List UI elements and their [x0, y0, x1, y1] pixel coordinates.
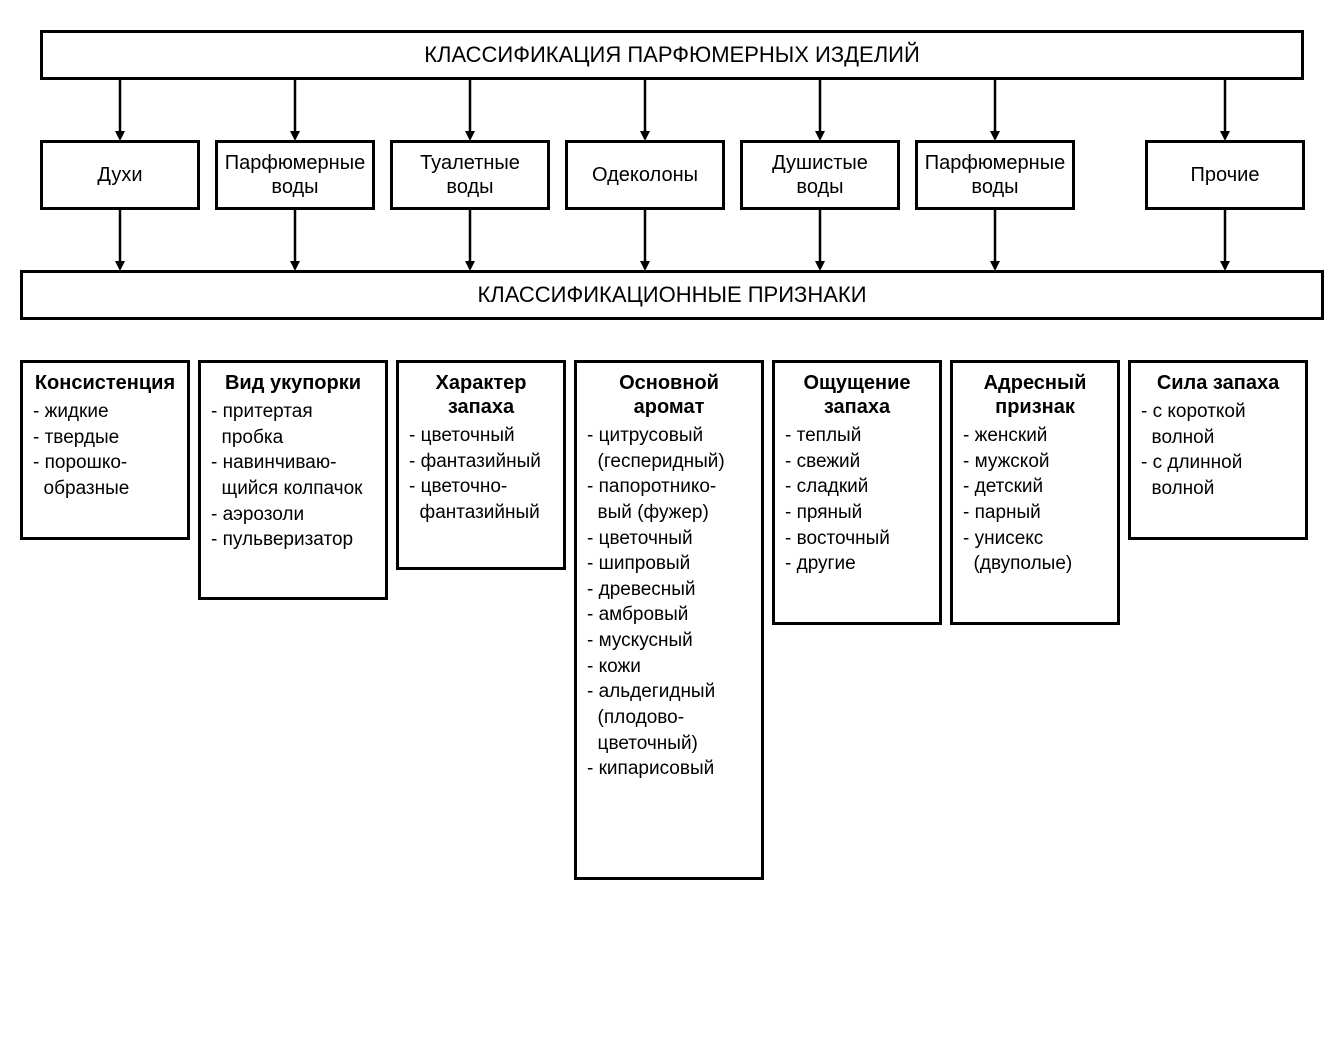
category-box-1: Духи	[40, 140, 200, 210]
attr-item: цветочный)	[587, 731, 698, 757]
attr-box-main-aroma: Основной аромат - цитрусовый (гесперидны…	[574, 360, 764, 880]
attr-item: - восточный	[785, 526, 890, 552]
category-box-4: Одеколоны	[565, 140, 725, 210]
attr-item: - кожи	[587, 654, 641, 680]
attr-item: - цветочно-	[409, 474, 507, 500]
main-title-box: КЛАССИФИКАЦИЯ ПАРФЮМЕРНЫХ ИЗДЕЛИЙ	[40, 30, 1304, 80]
category-label: Парфюмерные воды	[924, 151, 1066, 199]
attr-item: волной	[1141, 425, 1214, 451]
main-title-label: КЛАССИФИКАЦИЯ ПАРФЮМЕРНЫХ ИЗДЕЛИЙ	[424, 42, 920, 68]
attr-item: - фантазийный	[409, 449, 541, 475]
attr-item: - пульверизатор	[211, 527, 353, 553]
attr-item: - цитрусовый	[587, 423, 703, 449]
attr-item: (двуполые)	[963, 551, 1072, 577]
attr-box-target: Адресный признак - женский - мужской - д…	[950, 360, 1120, 625]
attr-item: - аэрозоли	[211, 502, 304, 528]
attr-item: образные	[33, 476, 129, 502]
category-box-3: Туалетные воды	[390, 140, 550, 210]
attr-item: фантазийный	[409, 500, 540, 526]
category-label: Туалетные воды	[399, 151, 541, 199]
category-label: Прочие	[1191, 163, 1260, 187]
attr-item: - твердые	[33, 425, 119, 451]
attr-item: - жидкие	[33, 399, 109, 425]
category-box-7: Прочие	[1145, 140, 1305, 210]
category-label: Одеколоны	[592, 163, 698, 187]
attr-title: Адресный признак	[963, 371, 1107, 419]
attr-title: Основной аромат	[587, 371, 751, 419]
category-box-6: Парфюмерные воды	[915, 140, 1075, 210]
attr-title: Консистенция	[33, 371, 177, 395]
category-label: Душистые воды	[749, 151, 891, 199]
attr-item: - унисекс	[963, 526, 1043, 552]
attr-item: - с короткой	[1141, 399, 1246, 425]
attr-item: (плодово-	[587, 705, 684, 731]
attr-item: - детский	[963, 474, 1043, 500]
category-label: Парфюмерные воды	[224, 151, 366, 199]
attr-item: - порошко-	[33, 450, 127, 476]
attr-item: пробка	[211, 425, 283, 451]
attr-item: вый (фужер)	[587, 500, 709, 526]
attr-item: (гесперидный)	[587, 449, 725, 475]
category-box-5: Душистые воды	[740, 140, 900, 210]
attr-item: - другие	[785, 551, 856, 577]
category-label: Духи	[97, 163, 142, 187]
attr-item: - папоротнико-	[587, 474, 716, 500]
attr-item: - мускусный	[587, 628, 693, 654]
attr-item: - парный	[963, 500, 1041, 526]
attr-item: - притертая	[211, 399, 313, 425]
attr-item: - цветочный	[587, 526, 693, 552]
attr-title: Вид укупорки	[211, 371, 375, 395]
attr-item: - шипровый	[587, 551, 690, 577]
attr-title: Характер запаха	[409, 371, 553, 419]
attr-item: - сладкий	[785, 474, 868, 500]
attr-box-character: Характер запаха - цветочный - фантазийны…	[396, 360, 566, 570]
attr-item: - свежий	[785, 449, 860, 475]
attr-title: Ощущение запаха	[785, 371, 929, 419]
classification-diagram: КЛАССИФИКАЦИЯ ПАРФЮМЕРНЫХ ИЗДЕЛИЙ Духи П…	[20, 20, 1324, 1040]
attr-item: - навинчиваю-	[211, 450, 336, 476]
attr-item: - древесный	[587, 577, 696, 603]
attr-title: Сила запаха	[1141, 371, 1295, 395]
attr-item: - мужской	[963, 449, 1050, 475]
category-box-2: Парфюмерные воды	[215, 140, 375, 210]
attr-item: - теплый	[785, 423, 861, 449]
attr-box-consistency: Консистенция - жидкие - твердые - порошк…	[20, 360, 190, 540]
attr-box-closure: Вид укупорки - притертая пробка - навинч…	[198, 360, 388, 600]
attr-item: - с длинной	[1141, 450, 1242, 476]
attr-item: - женский	[963, 423, 1047, 449]
attr-item: - кипарисовый	[587, 756, 714, 782]
signs-title-box: КЛАССИФИКАЦИОННЫЕ ПРИЗНАКИ	[20, 270, 1324, 320]
attr-item: щийся колпачок	[211, 476, 362, 502]
attr-item: - амбровый	[587, 602, 688, 628]
signs-title-label: КЛАССИФИКАЦИОННЫЕ ПРИЗНАКИ	[477, 282, 866, 308]
attr-item: волной	[1141, 476, 1214, 502]
attr-item: - пряный	[785, 500, 862, 526]
attr-item: - цветочный	[409, 423, 515, 449]
attr-item: - альдегидный	[587, 679, 715, 705]
attr-box-strength: Сила запаха - с короткой волной - с длин…	[1128, 360, 1308, 540]
attr-box-sensation: Ощущение запаха - теплый - свежий - слад…	[772, 360, 942, 625]
